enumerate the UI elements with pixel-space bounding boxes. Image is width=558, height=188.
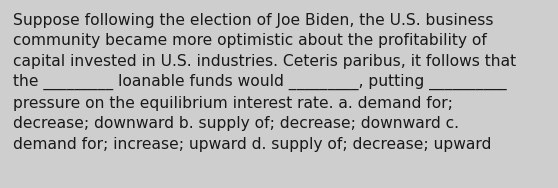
Text: Suppose following the election of Joe Biden, the U.S. business
community became : Suppose following the election of Joe Bi… <box>13 13 516 152</box>
